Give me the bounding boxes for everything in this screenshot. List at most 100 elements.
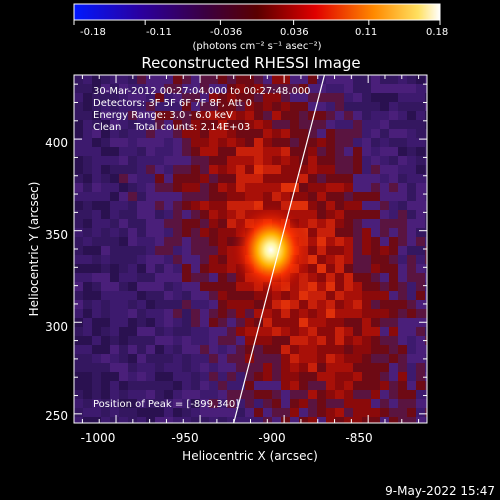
heatmap-cell [317, 399, 326, 408]
heatmap-cell [83, 120, 92, 129]
heatmap-cell [308, 228, 317, 237]
heatmap-cell [371, 300, 380, 309]
heatmap-cell [128, 219, 137, 228]
heatmap-cell [200, 111, 209, 120]
heatmap-cell [182, 84, 191, 93]
heatmap-cell [245, 192, 254, 201]
heatmap-cell [227, 372, 236, 381]
heatmap-cell [398, 219, 407, 228]
heatmap-cell [92, 390, 101, 399]
heatmap-cell [407, 264, 416, 273]
colorbar-tick-label: 0.11 [355, 27, 377, 38]
heatmap-cell [344, 246, 353, 255]
heatmap-cell [245, 102, 254, 111]
heatmap-cell [326, 354, 335, 363]
heatmap-cell [326, 300, 335, 309]
heatmap-cell [317, 246, 326, 255]
heatmap-cell [317, 228, 326, 237]
heatmap-cell [101, 111, 110, 120]
heatmap-cell [101, 318, 110, 327]
heatmap-cell [407, 327, 416, 336]
heatmap-cell [380, 246, 389, 255]
heatmap-cell [407, 84, 416, 93]
heatmap-cell [398, 138, 407, 147]
heatmap-cell [110, 318, 119, 327]
heatmap-cell [362, 300, 371, 309]
heatmap-cell [92, 408, 101, 417]
heatmap-cell [218, 210, 227, 219]
heatmap-cell [236, 408, 245, 417]
heatmap-cell [200, 264, 209, 273]
heatmap-cell [101, 102, 110, 111]
heatmap-cell [326, 156, 335, 165]
heatmap-cell [281, 192, 290, 201]
heatmap-cell [83, 219, 92, 228]
heatmap-cell [119, 228, 128, 237]
heatmap-cell [362, 192, 371, 201]
heatmap-cell [290, 327, 299, 336]
heatmap-cell [191, 102, 200, 111]
heatmap-cell [110, 354, 119, 363]
heatmap-cell [326, 192, 335, 201]
heatmap-cell [362, 336, 371, 345]
heatmap-cell [407, 192, 416, 201]
heatmap-cell [272, 345, 281, 354]
heatmap-cell [389, 102, 398, 111]
heatmap-cell [425, 345, 427, 354]
heatmap-cell [110, 93, 119, 102]
heatmap-image [74, 75, 427, 423]
heatmap-cell [146, 120, 155, 129]
heatmap-cell [380, 345, 389, 354]
heatmap-cell [245, 345, 254, 354]
heatmap-cell [209, 183, 218, 192]
heatmap-cell [335, 363, 344, 372]
heatmap-cell [389, 165, 398, 174]
heatmap-cell [407, 345, 416, 354]
heatmap-cell [227, 93, 236, 102]
heatmap-cell [425, 399, 427, 408]
heatmap-cell [92, 183, 101, 192]
heatmap-cell [209, 138, 218, 147]
annotation-energy: Energy Range: 3.0 - 6.0 keV [93, 110, 233, 121]
heatmap-cell [299, 273, 308, 282]
heatmap-cell [209, 327, 218, 336]
heatmap-cell [218, 381, 227, 390]
heatmap-cell [173, 120, 182, 129]
heatmap-cell [389, 246, 398, 255]
heatmap-cell [389, 300, 398, 309]
heatmap-cell [83, 75, 92, 84]
heatmap-cell [227, 156, 236, 165]
heatmap-cell [416, 237, 425, 246]
heatmap-cell [128, 237, 137, 246]
heatmap-cell [389, 192, 398, 201]
heatmap-cell [83, 282, 92, 291]
heatmap-cell [236, 417, 245, 423]
heatmap-cell [110, 291, 119, 300]
heatmap-cell [137, 183, 146, 192]
heatmap-cell [416, 84, 425, 93]
heatmap-cell [290, 165, 299, 174]
heatmap-cell [254, 417, 263, 423]
heatmap-cell [155, 309, 164, 318]
heatmap-cell [299, 183, 308, 192]
heatmap-cell [182, 165, 191, 174]
heatmap-cell [191, 210, 200, 219]
heatmap-cell [308, 84, 317, 93]
heatmap-cell [74, 156, 83, 165]
heatmap-cell [119, 102, 128, 111]
heatmap-cell [164, 174, 173, 183]
heatmap-cell [137, 372, 146, 381]
heatmap-cell [74, 129, 83, 138]
heatmap-cell [164, 399, 173, 408]
heatmap-cell [236, 354, 245, 363]
heatmap-cell [146, 372, 155, 381]
y-tick-label: 300 [45, 320, 68, 334]
heatmap-cell [245, 75, 254, 84]
heatmap-cell [92, 336, 101, 345]
heatmap-cell [407, 408, 416, 417]
x-tick-label: -950 [171, 431, 198, 445]
heatmap-cell [137, 120, 146, 129]
heatmap-cell [371, 147, 380, 156]
heatmap-cell [254, 138, 263, 147]
heatmap-cell [200, 381, 209, 390]
